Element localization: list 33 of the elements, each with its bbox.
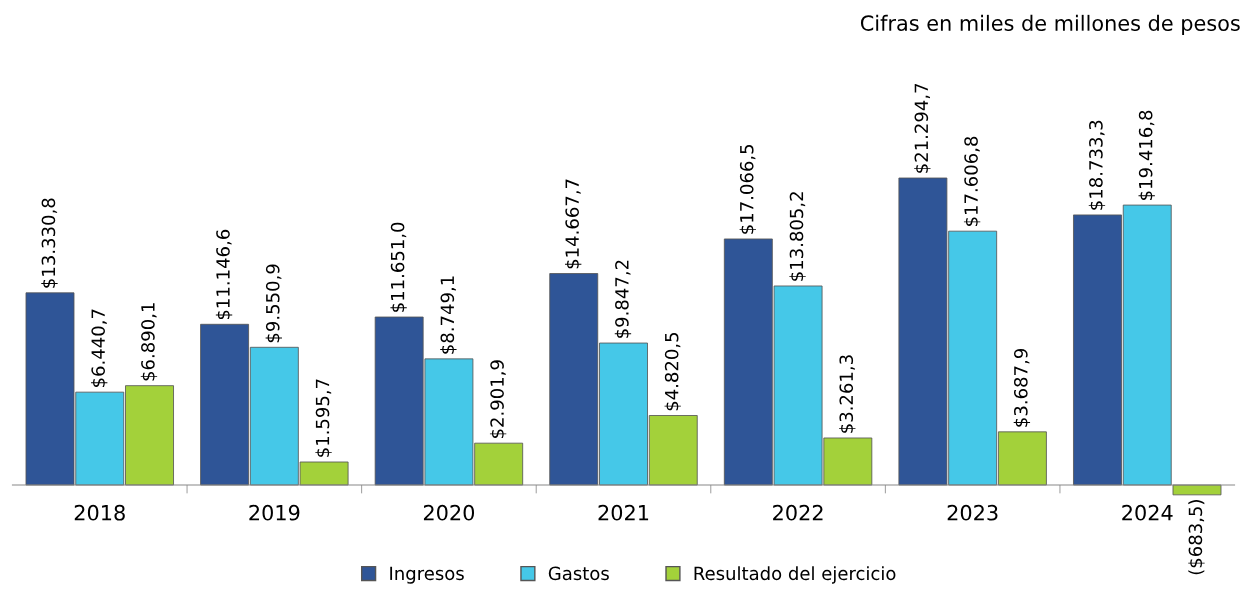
data-label: $19.416,8 — [1138, 110, 1155, 200]
data-label: $11.146,6 — [215, 229, 233, 320]
legend-label: Ingresos — [390, 566, 464, 584]
data-label: $2.901,9 — [489, 360, 507, 438]
data-label: $13.805,2 — [789, 192, 806, 281]
data-label: $4.820,5 — [664, 332, 681, 411]
x-tick-label: 2021 — [598, 504, 649, 521]
data-label: $14.667,7 — [565, 179, 582, 269]
data-label: $17.606,8 — [963, 136, 981, 226]
data-label: $13.330,8 — [41, 198, 58, 288]
data-label: $3.687,9 — [1013, 349, 1031, 427]
data-label: $18.733,3 — [1088, 120, 1106, 210]
data-label: $3.261,3 — [839, 355, 856, 433]
data-label: $1.595,7 — [315, 379, 332, 457]
bar — [1172, 484, 1222, 496]
data-label: $9.550,9 — [265, 264, 282, 343]
x-tick-label: 2024 — [1122, 504, 1173, 521]
x-tick-label: 2018 — [74, 504, 125, 521]
data-label: $9.847,2 — [614, 260, 632, 338]
legend-label: Gastos — [548, 566, 609, 581]
legend-label: Resultado del ejercicio — [694, 566, 896, 584]
data-label: $6.890,1 — [140, 303, 158, 381]
data-label: $11.651,0 — [390, 222, 407, 312]
data-label: $17.066,5 — [739, 144, 756, 234]
data-label: $21.294,7 — [914, 83, 931, 173]
text: Cifras en miles de millones de pesos — [860, 14, 1240, 36]
data-label: $8.749,1 — [440, 276, 457, 354]
x-tick-label: 2020 — [423, 504, 475, 521]
x-tick-label: 2023 — [947, 504, 998, 521]
data-label: ($683,5) — [1188, 500, 1205, 575]
x-tick-label: 2022 — [773, 504, 823, 521]
x-tick-label: 2019 — [249, 504, 300, 521]
data-label: $6.440,7 — [91, 309, 108, 387]
